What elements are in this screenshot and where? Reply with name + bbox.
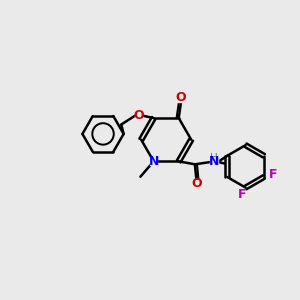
- Text: H: H: [211, 153, 218, 164]
- Text: F: F: [268, 168, 277, 181]
- Text: N: N: [209, 155, 220, 169]
- Text: O: O: [133, 109, 144, 122]
- Bar: [193, 180, 200, 187]
- Text: O: O: [176, 92, 186, 104]
- Bar: [150, 158, 157, 165]
- Text: O: O: [191, 177, 202, 190]
- Text: N: N: [148, 155, 159, 168]
- Bar: [177, 94, 185, 102]
- Bar: [210, 158, 218, 166]
- Bar: [135, 111, 142, 119]
- Text: F: F: [238, 188, 247, 201]
